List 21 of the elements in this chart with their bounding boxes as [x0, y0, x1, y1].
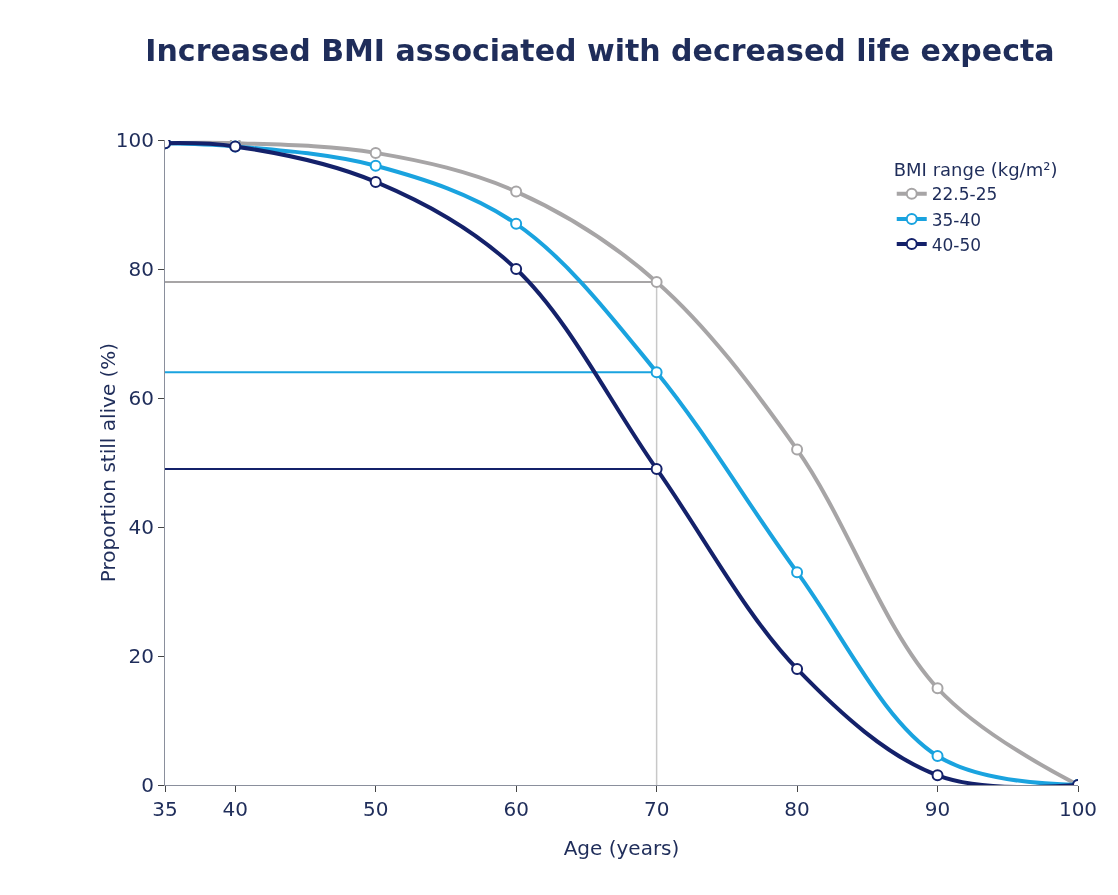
y-tick-label: 80 [128, 257, 154, 281]
legend-label: 40-50 [931, 234, 982, 255]
x-axis-title: Age (years) [563, 836, 680, 860]
y-tick-label: 20 [128, 644, 154, 668]
x-tick-label: 40 [222, 797, 248, 821]
legend-label: 22.5-25 [931, 184, 998, 205]
y-axis-title: Proportion still alive (%) [96, 342, 120, 583]
legend-label: 35-40 [931, 209, 982, 230]
y-tick-label: 100 [115, 128, 154, 152]
chart-title: Increased BMI associated with decreased life expecta [145, 33, 1055, 69]
x-tick-label: 35 [152, 797, 178, 821]
x-tick-label: 70 [643, 797, 670, 821]
x-tick-label: 60 [503, 797, 529, 821]
y-tick-label: 0 [141, 773, 154, 797]
x-tick-label: 80 [784, 797, 810, 821]
legend-title: BMI range (kg/m²) [893, 159, 1058, 181]
y-tick-label: 60 [128, 386, 154, 410]
x-tick-label: 90 [924, 797, 951, 821]
y-tick-label: 40 [128, 515, 154, 539]
x-tick-label: 50 [362, 797, 389, 821]
x-tick-label: 100 [1058, 797, 1098, 821]
